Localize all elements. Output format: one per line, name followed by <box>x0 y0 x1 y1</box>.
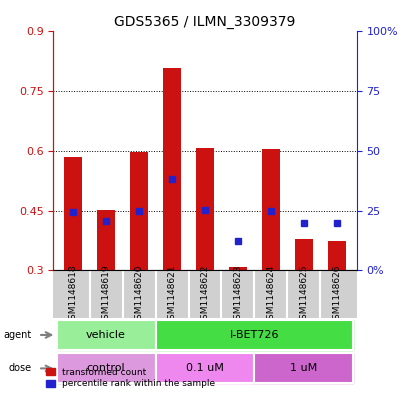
Text: GSM1148619: GSM1148619 <box>101 264 110 325</box>
Bar <box>155 320 353 350</box>
Legend: transformed count, percentile rank within the sample: transformed count, percentile rank withi… <box>45 368 214 389</box>
Bar <box>228 267 247 270</box>
Bar <box>155 320 353 350</box>
Bar <box>261 149 279 270</box>
Text: GSM1148623: GSM1148623 <box>233 264 242 325</box>
Bar <box>56 353 155 384</box>
Text: GSM1148621: GSM1148621 <box>167 264 176 325</box>
Text: GSM1148625: GSM1148625 <box>299 264 308 325</box>
Text: GSM1148622: GSM1148622 <box>200 264 209 325</box>
Text: control: control <box>87 364 125 373</box>
Bar <box>97 210 115 270</box>
Text: agent: agent <box>4 330 32 340</box>
Text: GSM1148618: GSM1148618 <box>68 264 77 325</box>
Bar <box>294 239 312 270</box>
Bar <box>56 353 155 384</box>
Text: vehicle: vehicle <box>86 330 126 340</box>
Bar <box>155 353 254 384</box>
Bar <box>254 353 353 384</box>
Text: 0.1 uM: 0.1 uM <box>186 364 223 373</box>
Text: GSM1148620: GSM1148620 <box>134 264 143 325</box>
Text: GSM1148626: GSM1148626 <box>332 264 341 325</box>
Bar <box>196 148 213 270</box>
Title: GDS5365 / ILMN_3309379: GDS5365 / ILMN_3309379 <box>114 15 295 29</box>
Bar <box>130 152 148 270</box>
Bar <box>56 320 155 350</box>
Bar <box>327 241 345 270</box>
Bar <box>254 353 353 384</box>
Text: dose: dose <box>9 364 32 373</box>
Bar <box>56 320 155 350</box>
Text: I-BET726: I-BET726 <box>229 330 279 340</box>
Bar <box>162 68 181 270</box>
Text: GSM1148624: GSM1148624 <box>266 264 275 325</box>
Bar <box>64 157 82 270</box>
Text: 1 uM: 1 uM <box>290 364 317 373</box>
Bar <box>155 353 254 384</box>
